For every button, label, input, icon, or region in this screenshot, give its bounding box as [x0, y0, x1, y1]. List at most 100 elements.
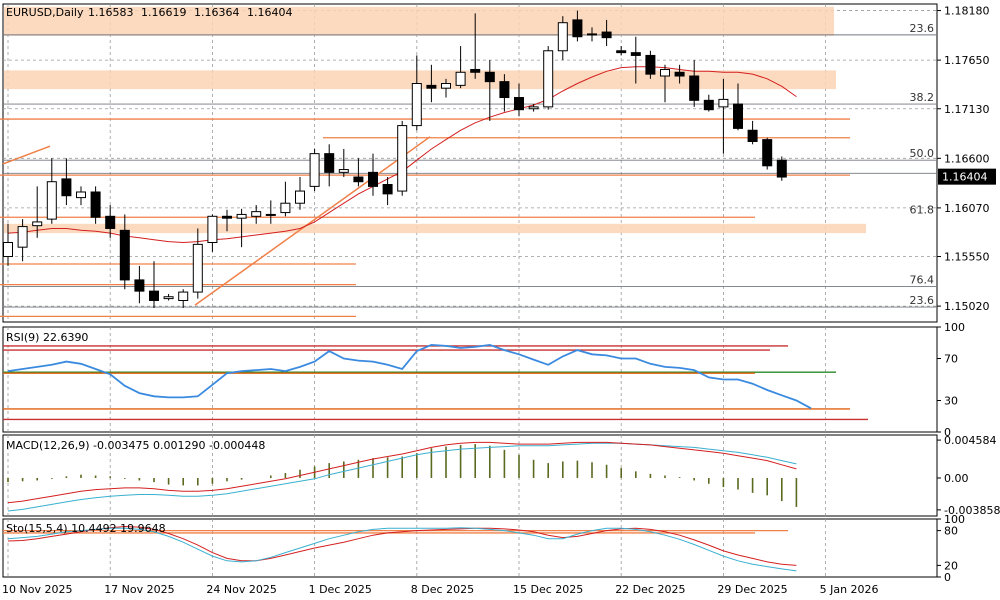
candle-body — [163, 296, 174, 300]
rsi-tick-label: 30 — [944, 395, 958, 408]
x-axis-tick-label: 24 Nov 2025 — [206, 583, 276, 596]
rsi-pane-frame — [2, 326, 938, 433]
candle-body — [324, 153, 335, 173]
high-value: 1.16619 — [141, 6, 187, 19]
candle-body — [280, 202, 291, 214]
price-tick-label: 1.15020 — [944, 300, 990, 313]
candle-body — [251, 211, 262, 217]
candle-body — [689, 75, 700, 101]
candle-body — [295, 190, 305, 204]
candle-body — [119, 229, 130, 281]
close-value: 1.16404 — [247, 6, 293, 19]
price-tick-label: 1.16070 — [944, 202, 990, 215]
candle-body — [733, 103, 743, 129]
candle-body — [105, 215, 116, 229]
rsi-line — [7, 343, 812, 410]
candle-body — [76, 191, 86, 199]
macd-title: MACD(12,26,9) -0.003475 0.001290 -0.0004… — [6, 439, 265, 452]
resistance-zone — [4, 6, 834, 36]
candle-body — [90, 191, 101, 218]
sto-tick-label: 80 — [944, 525, 958, 538]
stochastic-main-line — [7, 525, 797, 566]
candle-body — [309, 153, 320, 187]
candle-body — [426, 84, 437, 89]
candle-body — [178, 291, 189, 301]
candle-body — [762, 139, 773, 167]
candle-body — [411, 83, 422, 127]
fib-label: 76.4 — [910, 273, 935, 286]
candle-body — [703, 99, 714, 111]
symbol-label: EURUSD,Daily — [6, 6, 84, 19]
candle-body — [630, 52, 641, 56]
candle-body — [747, 129, 758, 142]
candle-body — [236, 213, 247, 219]
rsi-tick-label: 0 — [944, 426, 951, 439]
candle-body — [397, 125, 408, 192]
fib-label: 23.6 — [910, 22, 935, 35]
open-value: 1.16583 — [88, 6, 134, 19]
candle-body — [134, 279, 145, 292]
candle-body — [207, 215, 218, 244]
fib-label: 61.8 — [910, 203, 935, 216]
candle-body — [149, 290, 159, 301]
fib-label: 23.6 — [910, 294, 935, 307]
resistance-zone — [4, 70, 836, 90]
sto-tick-label: 100 — [944, 513, 965, 526]
x-axis-tick-label: 29 Dec 2025 — [717, 583, 787, 596]
macd-signal-line — [7, 441, 797, 504]
macd-tick-label: 0.00 — [944, 472, 969, 485]
candle-body — [528, 106, 539, 110]
candle-body — [776, 159, 787, 178]
candle-body — [46, 181, 57, 220]
low-value: 1.16364 — [194, 6, 240, 19]
x-axis-tick-label: 8 Dec 2025 — [411, 583, 474, 596]
x-axis-tick-label: 1 Dec 2025 — [309, 583, 372, 596]
rsi-tick-label: 70 — [944, 353, 958, 366]
trendline — [194, 136, 431, 306]
fib-label: 50.0 — [910, 147, 935, 160]
candle-body — [660, 68, 670, 77]
price-tick-label: 1.17130 — [944, 103, 990, 116]
candle-body — [61, 178, 72, 197]
candle-body — [338, 169, 349, 173]
x-axis-tick-label: 15 Dec 2025 — [513, 583, 583, 596]
candle-body — [265, 213, 276, 216]
candle-body — [674, 71, 685, 77]
candle-body — [499, 81, 510, 99]
candle-body — [543, 50, 554, 108]
sto-title: Sto(15,5,4) 10.4492 19.9648 — [6, 522, 166, 535]
macd-main-line — [7, 442, 797, 512]
candle-body — [192, 243, 203, 293]
x-axis-tick-label: 17 Nov 2025 — [104, 583, 174, 596]
macd-tick-label: -0.003858 — [944, 504, 1000, 517]
candle-body — [484, 71, 495, 83]
price-tick-label: 1.17650 — [944, 54, 990, 67]
price-tick-label: 1.16600 — [944, 152, 990, 165]
candle-body — [557, 22, 568, 52]
stochastic-signal-line — [7, 527, 797, 572]
x-axis-tick-label: 10 Nov 2025 — [2, 583, 72, 596]
current-price-tag — [938, 168, 996, 185]
rsi-tick-label: 100 — [944, 321, 965, 334]
candle-body — [32, 221, 43, 227]
candle-body — [718, 98, 729, 108]
price-tick-label: 1.15550 — [944, 251, 990, 264]
candle-body — [368, 171, 378, 187]
candle-body — [572, 19, 583, 38]
candle-body — [17, 226, 28, 248]
current-price-label: 1.16404 — [942, 171, 988, 184]
sto-tick-label: 0 — [944, 571, 951, 584]
x-axis-tick-label: 5 Jan 2026 — [820, 583, 879, 596]
candle-body — [514, 97, 524, 111]
rsi-title: RSI(9) 22.6390 — [6, 331, 88, 344]
candle-body — [616, 50, 627, 54]
candle-body — [587, 33, 597, 36]
price-pane-frame — [2, 3, 938, 323]
candle-body — [222, 215, 232, 219]
candle-body — [382, 184, 393, 195]
candle-body — [353, 176, 364, 183]
sto-tick-label: 20 — [944, 559, 958, 572]
candle-body — [441, 83, 451, 89]
trendline — [2, 145, 51, 165]
